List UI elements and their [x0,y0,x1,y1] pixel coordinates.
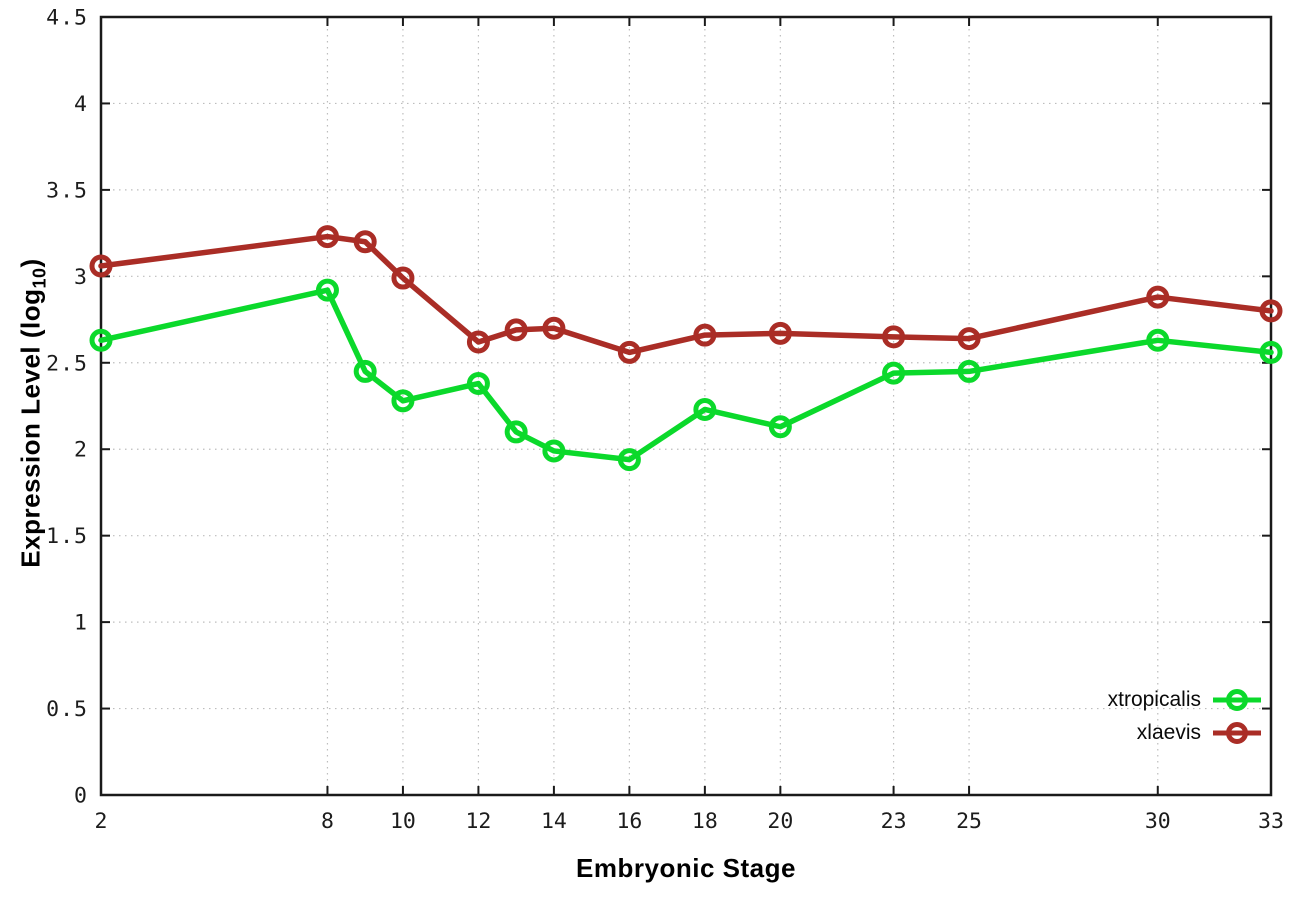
line-marker-sample-icon [1213,688,1261,711]
data-point-xtropicalis [768,415,792,439]
y-tick-label: 3.5 [46,178,88,203]
y-axis-title: Expression Level (log10) [15,258,50,568]
series-line-xtropicalis [98,287,1274,463]
data-point-xlaevis [693,323,717,347]
data-point-xlaevis [1259,299,1283,323]
y-tick-label: 3 [74,265,88,290]
data-point-xtropicalis [1259,340,1283,364]
x-axis-title: Embryonic Stage [576,853,796,883]
data-point-xtropicalis [542,439,566,463]
x-tick-label: 2 [95,809,108,834]
x-tick-label: 14 [541,809,567,834]
series-line-xlaevis [98,233,1274,356]
y-tick-label: 1.5 [46,524,88,549]
x-tick-label: 20 [767,809,793,834]
legend-label: xlaevis [1136,721,1201,744]
data-point-xlaevis [466,330,490,354]
x-tick-label: 16 [616,809,642,834]
x-tick-label: 25 [956,809,982,834]
data-point-xtropicalis [89,328,113,352]
x-tick-label: 10 [390,809,416,834]
data-point-xtropicalis [504,420,528,444]
y-tick-label: 2 [74,438,88,463]
y-axis-title-close: ) [15,258,46,268]
x-tick-label: 8 [321,809,334,834]
data-point-xtropicalis [315,278,339,302]
y-tick-label: 2.5 [46,351,88,376]
data-point-xlaevis [315,225,339,249]
y-tick-label: 4 [74,92,88,117]
x-tick-label: 30 [1145,809,1171,834]
plot-frame [99,15,1273,797]
y-tick-label: 0 [74,784,88,809]
data-point-xlaevis [542,316,566,340]
data-point-xlaevis [1146,285,1170,309]
data-point-xtropicalis [693,397,717,421]
data-point-xlaevis [391,266,415,290]
data-point-xlaevis [882,325,906,349]
legend-label: xtropicalis [1107,688,1201,711]
data-point-xlaevis [617,340,641,364]
data-point-xtropicalis [1146,328,1170,352]
data-point-xtropicalis [466,372,490,396]
x-tick-label: 18 [692,809,718,834]
y-tick-label: 0.5 [46,697,88,722]
data-point-xtropicalis [391,389,415,413]
data-point-xtropicalis [353,359,377,383]
data-point-xtropicalis [882,361,906,385]
data-point-xlaevis [768,321,792,345]
legend-item-xtropicalis: xtropicalis [1108,684,1263,715]
y-tick-label: 1 [74,611,88,636]
data-point-xlaevis [353,230,377,254]
x-tick-label: 23 [881,809,907,834]
data-point-xtropicalis [957,359,981,383]
y-axis-title-text: Expression Level (log [15,288,46,568]
legend-item-xlaevis: xlaevis [1108,717,1263,748]
line-marker-sample-icon [1213,721,1261,744]
x-tick-label: 33 [1258,809,1284,834]
data-point-xlaevis [89,254,113,278]
data-point-xtropicalis [617,448,641,472]
y-tick-label: 4.5 [46,6,88,31]
x-tick-label: 12 [465,809,491,834]
data-point-xlaevis [957,327,981,351]
y-axis-title-subscript: 10 [29,267,50,289]
data-point-xlaevis [504,318,528,342]
legend: xtropicalis xlaevis [1108,684,1263,748]
